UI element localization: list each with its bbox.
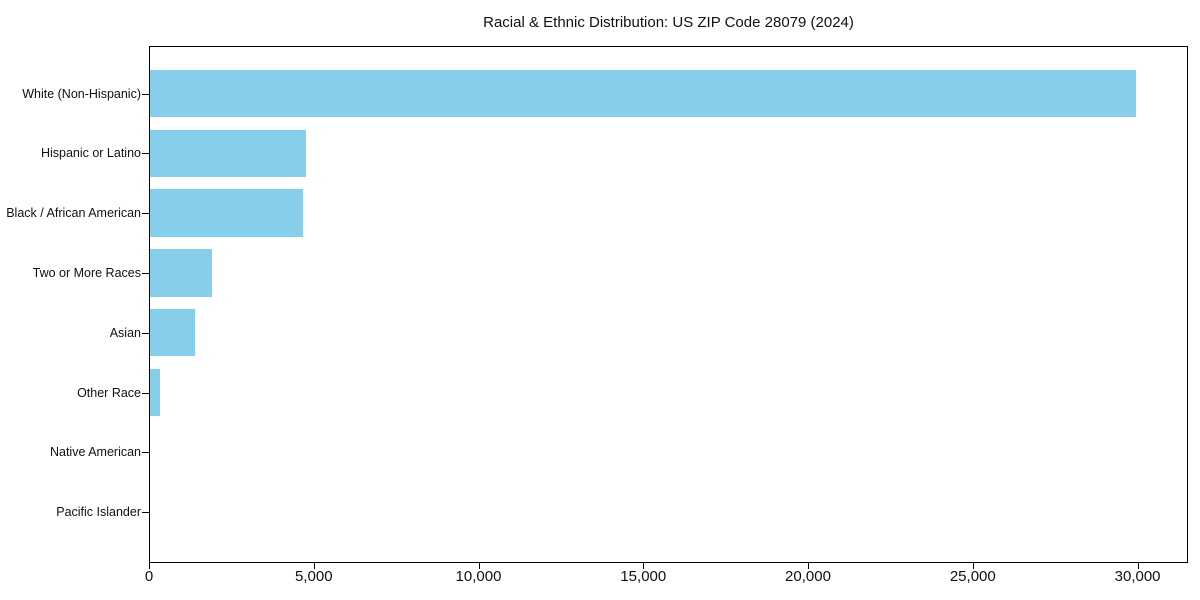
x-tick-mark	[808, 563, 809, 569]
y-tick-label-native-american: Native American	[49, 445, 141, 460]
bar-two-or-more-races	[150, 249, 212, 297]
x-tick-label-5000: 5,000	[295, 568, 333, 585]
y-tick-mark	[142, 333, 149, 334]
y-tick-mark	[142, 393, 149, 394]
y-tick-label-asian: Asian	[109, 325, 141, 340]
y-tick-mark	[142, 512, 149, 513]
x-tick-mark	[149, 563, 150, 569]
y-tick-label-pacific-islander: Pacific Islander	[56, 505, 141, 520]
y-tick-mark	[142, 153, 149, 154]
y-tick-label-hispanic-or-latino: Hispanic or Latino	[40, 146, 141, 161]
bar-hispanic-or-latino	[150, 129, 306, 178]
y-tick-mark	[142, 452, 149, 453]
y-tick-label-other-race: Other Race	[77, 385, 141, 400]
bar-white-non-hispanic	[150, 69, 1136, 118]
chart-title: Racial & Ethnic Distribution: US ZIP Cod…	[483, 14, 854, 31]
y-tick-label-two-or-more-races: Two or More Races	[32, 265, 141, 280]
x-tick-label-30000: 30,000	[1114, 568, 1161, 585]
x-tick-mark	[313, 563, 315, 569]
y-tick-label-white-non-hispanic: White (Non-Hispanic)	[22, 86, 141, 101]
x-tick-label-25000: 25,000	[949, 568, 996, 585]
x-tick-label-15000: 15,000	[620, 568, 667, 585]
bar-other-race	[150, 368, 160, 417]
y-tick-mark	[142, 94, 149, 95]
x-tick-mark	[478, 563, 480, 569]
x-tick-label-10000: 10,000	[455, 568, 502, 585]
y-tick-mark	[142, 273, 149, 274]
x-tick-label-0: 0	[144, 568, 154, 585]
y-tick-label-black-african-american: Black / African American	[6, 206, 141, 221]
plot-area	[149, 46, 1188, 563]
bar-asian	[150, 308, 196, 357]
x-tick-label-20000: 20,000	[785, 568, 831, 585]
x-tick-mark	[972, 563, 974, 569]
bar-black-african-american	[150, 189, 303, 237]
y-tick-mark	[142, 213, 149, 214]
x-tick-mark	[1137, 563, 1139, 569]
x-tick-mark	[643, 563, 645, 569]
